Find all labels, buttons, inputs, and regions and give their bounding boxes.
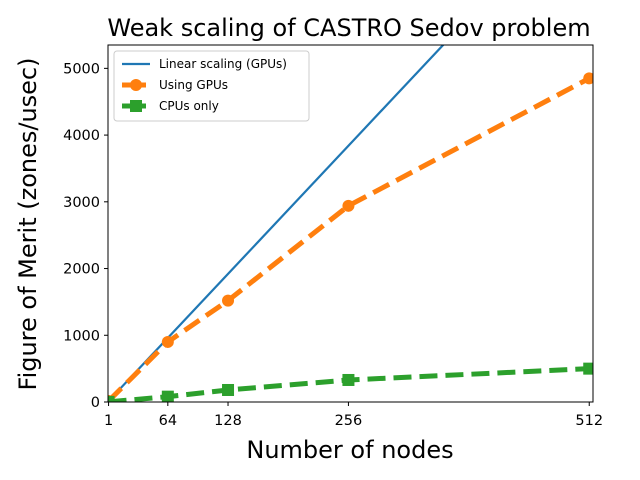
data-point bbox=[161, 390, 174, 402]
legend: Linear scaling (GPUs) Using GPUs CPUs only bbox=[113, 50, 310, 122]
data-point bbox=[161, 335, 174, 348]
legend-label-3: CPUs only bbox=[159, 99, 219, 113]
data-point bbox=[108, 395, 115, 402]
x-tick-label: 64 bbox=[159, 413, 177, 429]
legend-label-2: Using GPUs bbox=[159, 78, 228, 92]
data-point bbox=[222, 383, 235, 396]
legend-marker bbox=[130, 79, 142, 91]
y-tick-label: 4000 bbox=[63, 128, 100, 144]
y-tick-label: 5000 bbox=[63, 61, 100, 77]
y-tick-label: 0 bbox=[91, 395, 100, 411]
series-line-1 bbox=[108, 45, 445, 402]
x-tick-label: 1 bbox=[104, 413, 113, 429]
x-tick-label: 128 bbox=[214, 413, 242, 429]
axis-layer: 1 64 128 256 512 0 1000 2000 3000 4000 5000 bbox=[63, 61, 603, 429]
legend-label-1: Linear scaling (GPUs) bbox=[159, 57, 287, 71]
series-layer bbox=[108, 45, 593, 402]
x-axis-title: Number of nodes bbox=[246, 436, 453, 464]
y-axis-title: Figure of Merit (zones/usec) bbox=[14, 58, 42, 391]
legend-marker bbox=[130, 100, 142, 112]
data-point bbox=[342, 199, 355, 212]
data-point bbox=[342, 373, 355, 386]
y-tick-label: 1000 bbox=[63, 328, 100, 344]
data-point bbox=[583, 72, 593, 85]
chart-title: Weak scaling of CASTRO Sedov problem bbox=[107, 14, 590, 42]
plot-frame bbox=[107, 44, 594, 403]
data-point bbox=[222, 294, 235, 307]
y-tick-label: 2000 bbox=[63, 262, 100, 278]
legend-box bbox=[113, 50, 310, 122]
x-tick-label: 512 bbox=[575, 413, 603, 429]
data-point bbox=[583, 362, 593, 375]
x-tick-label: 256 bbox=[335, 413, 363, 429]
y-tick-label: 3000 bbox=[63, 195, 100, 211]
